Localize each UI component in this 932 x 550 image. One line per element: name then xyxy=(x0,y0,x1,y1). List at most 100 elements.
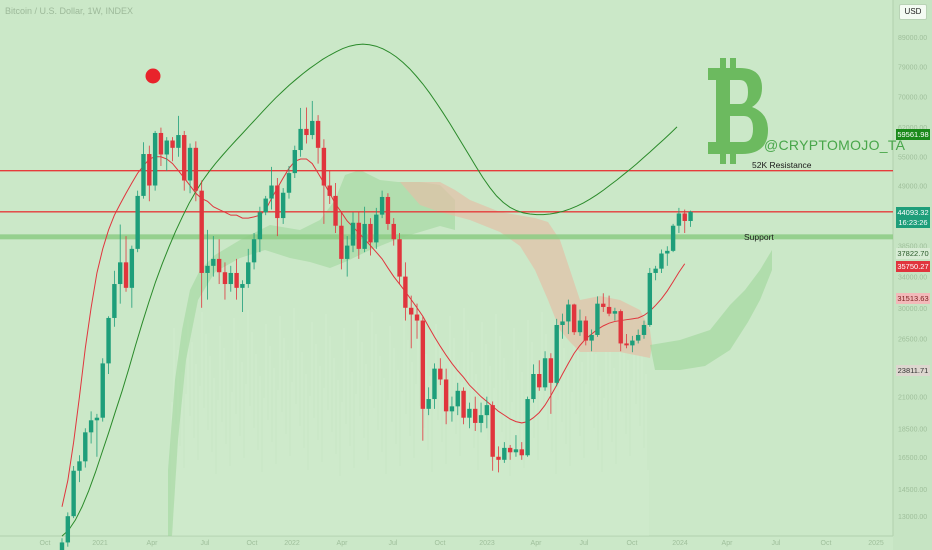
x-tick-label: 2022 xyxy=(284,540,300,547)
y-tick-label: 38500.00 xyxy=(898,244,927,251)
bitcoin-logo-stem xyxy=(720,154,726,164)
candle-body xyxy=(606,306,612,314)
candle-body xyxy=(216,258,222,273)
y-tick-label: 89000.00 xyxy=(898,35,927,42)
price-label-ma: 35750.27 xyxy=(896,261,930,272)
candle-body xyxy=(292,150,297,174)
candle-body xyxy=(461,390,466,418)
candle-body xyxy=(519,449,524,456)
candle-body xyxy=(158,132,164,155)
candle-body xyxy=(298,128,303,151)
candle-body xyxy=(426,399,431,409)
y-tick-label: 55000.00 xyxy=(898,155,927,162)
y-tick-label: 21000.00 xyxy=(898,395,927,402)
y-tick-label: 34000.00 xyxy=(898,275,927,282)
candle-body xyxy=(618,311,623,344)
candle-body xyxy=(409,307,414,315)
candle-body xyxy=(635,334,641,341)
candle-body xyxy=(688,211,693,221)
price-label-last: 44093.32 xyxy=(896,207,930,218)
y-tick-label: 30000.00 xyxy=(898,306,927,313)
candle-body xyxy=(653,268,658,273)
candle-body xyxy=(344,245,350,259)
candle-body xyxy=(263,198,268,213)
candle-body xyxy=(537,373,542,388)
candle-body xyxy=(199,190,204,273)
candle-body xyxy=(304,128,309,136)
candle-body xyxy=(525,399,530,456)
candle-body xyxy=(275,185,280,219)
x-tick-label: Apr xyxy=(147,540,159,547)
bitcoin-logo-stem xyxy=(730,154,736,164)
candle-body xyxy=(286,173,292,193)
upper-band-line xyxy=(61,43,678,537)
candle-body xyxy=(490,405,495,457)
bitcoin-logo-stem xyxy=(720,58,726,68)
candle-body xyxy=(65,516,71,543)
candle-body xyxy=(77,461,82,471)
candle-body xyxy=(211,258,216,266)
x-tick-label: Jul xyxy=(201,540,210,547)
ichimoku-cloud-green-future xyxy=(650,250,772,370)
candle-body xyxy=(205,265,210,273)
candle-body xyxy=(71,470,76,517)
candle-body xyxy=(164,140,169,155)
x-tick-label: Oct xyxy=(247,540,258,547)
candle-body xyxy=(280,192,286,219)
candle-body xyxy=(374,214,379,243)
signal-dot xyxy=(145,68,161,84)
candle-body xyxy=(473,408,478,423)
candle-body xyxy=(123,262,129,288)
y-tick-label: 62000.00 xyxy=(898,125,927,132)
candle-body xyxy=(647,272,653,325)
candle-body xyxy=(368,223,373,243)
candle-body xyxy=(176,135,181,148)
candle-body xyxy=(612,311,618,314)
candle-body xyxy=(397,239,402,277)
candle-body xyxy=(350,222,356,246)
candle-body xyxy=(147,154,152,186)
candle-body xyxy=(455,390,460,407)
candle-body xyxy=(88,420,94,433)
candle-body xyxy=(577,320,583,333)
y-tick-label: 49000.00 xyxy=(898,184,927,191)
candle-body xyxy=(339,225,344,259)
candle-body xyxy=(327,185,332,196)
candle-body xyxy=(112,284,117,318)
price-label-upper-band: 59561.98 xyxy=(896,129,930,140)
candle-body xyxy=(484,405,490,416)
x-tick-label: 2024 xyxy=(672,540,688,547)
candle-body xyxy=(420,320,426,409)
bitcoin-logo-stem xyxy=(730,58,736,68)
y-tick-label: 13000.00 xyxy=(898,514,927,521)
candle-body xyxy=(507,447,513,453)
price-label-countdown: 16:23:26 xyxy=(896,217,930,228)
candle-body xyxy=(554,324,559,383)
y-tick-label: 70000.00 xyxy=(898,95,927,102)
candle-body xyxy=(379,196,385,215)
candle-body xyxy=(246,262,251,285)
y-tick-label: 14500.00 xyxy=(898,487,927,494)
candle-body xyxy=(449,406,455,412)
candle-body xyxy=(641,324,647,335)
candle-body xyxy=(362,223,367,249)
candle-body xyxy=(571,304,577,333)
candle-body xyxy=(94,417,100,421)
candle-body xyxy=(665,250,670,254)
price-axis-area xyxy=(893,0,932,550)
candle-body xyxy=(310,120,315,136)
candle-body xyxy=(595,303,600,335)
candle-body xyxy=(257,212,263,240)
candle-body xyxy=(234,272,239,288)
x-tick-label: 2025 xyxy=(868,540,884,547)
candle-body xyxy=(589,334,594,341)
x-tick-label: Oct xyxy=(40,540,51,547)
currency-button[interactable]: USD xyxy=(899,4,927,20)
candle-body xyxy=(513,449,519,453)
x-tick-label: 2023 xyxy=(479,540,495,547)
candle-body xyxy=(170,140,175,148)
candle-body xyxy=(583,320,588,341)
candle-body xyxy=(135,195,140,249)
candle-body xyxy=(414,314,420,321)
